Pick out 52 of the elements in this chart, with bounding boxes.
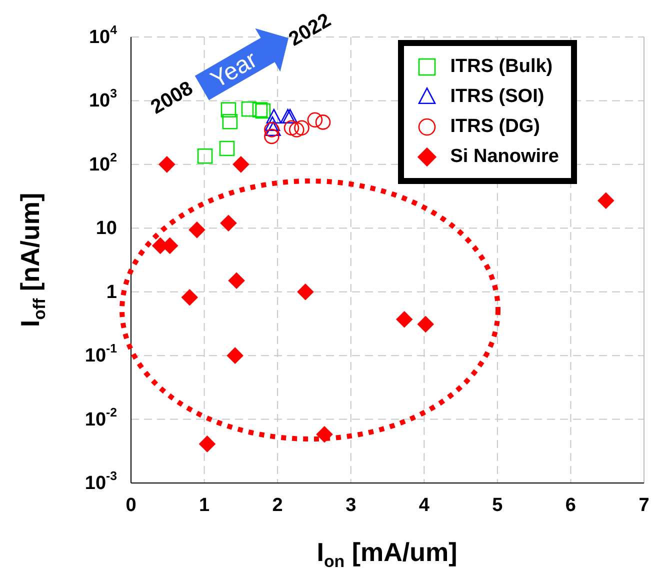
point — [226, 347, 244, 364]
point — [315, 114, 331, 130]
y-tick-label: 10$^{4}$ — [88, 23, 118, 48]
point — [264, 128, 280, 144]
x-tick-label: 4 — [418, 494, 430, 516]
annotation: 2008 — [147, 77, 197, 119]
point — [181, 288, 198, 306]
legend-label: ITRS (DG) — [450, 116, 540, 138]
point — [597, 192, 614, 210]
x-tick-label: 0 — [126, 494, 136, 516]
x-tick-label: 2 — [272, 494, 283, 516]
point — [220, 214, 237, 232]
point — [396, 310, 413, 328]
legend-label: Si Nanowire — [450, 146, 559, 168]
x-tick-label: 5 — [492, 494, 504, 516]
point — [294, 120, 310, 136]
y-tick-label: 10$^{2}$ — [88, 150, 118, 175]
x-tick-label: 1 — [198, 494, 210, 516]
y-tick-label: 10 — [96, 218, 117, 239]
point — [222, 114, 238, 130]
x-tick-label: 6 — [565, 494, 576, 516]
x-tick-label: 7 — [638, 494, 650, 516]
annotation: 2022 — [285, 9, 335, 51]
y-tick-label: 10$^{3}$ — [88, 86, 118, 112]
point — [284, 120, 300, 136]
point — [417, 316, 434, 333]
point — [219, 140, 235, 156]
point — [288, 122, 304, 138]
point — [297, 283, 314, 300]
point — [158, 156, 176, 173]
point — [266, 108, 282, 124]
point — [252, 102, 268, 118]
y-tick-label: 10$^{-2}$ — [84, 405, 118, 430]
point — [188, 221, 206, 238]
point — [228, 272, 245, 290]
point — [255, 103, 271, 119]
annotation: Year — [206, 46, 262, 94]
point — [198, 436, 216, 452]
point — [241, 101, 257, 117]
y-tick-label: 10$^{-1}$ — [84, 342, 118, 366]
y-tick-label: 1 — [106, 281, 118, 302]
legend-label: ITRS (Bulk) — [450, 56, 553, 78]
point — [220, 102, 236, 118]
point — [316, 426, 333, 443]
y-tick-label: 10$^{-3}$ — [84, 469, 118, 494]
legend-label: ITRS (SOI) — [450, 86, 544, 108]
x-axis-title: I$_{on}$ [mA/um] — [316, 537, 458, 571]
x-tick-label: 3 — [346, 494, 356, 516]
point — [264, 116, 280, 131]
point — [307, 112, 323, 128]
point — [197, 148, 213, 164]
point — [232, 156, 250, 173]
